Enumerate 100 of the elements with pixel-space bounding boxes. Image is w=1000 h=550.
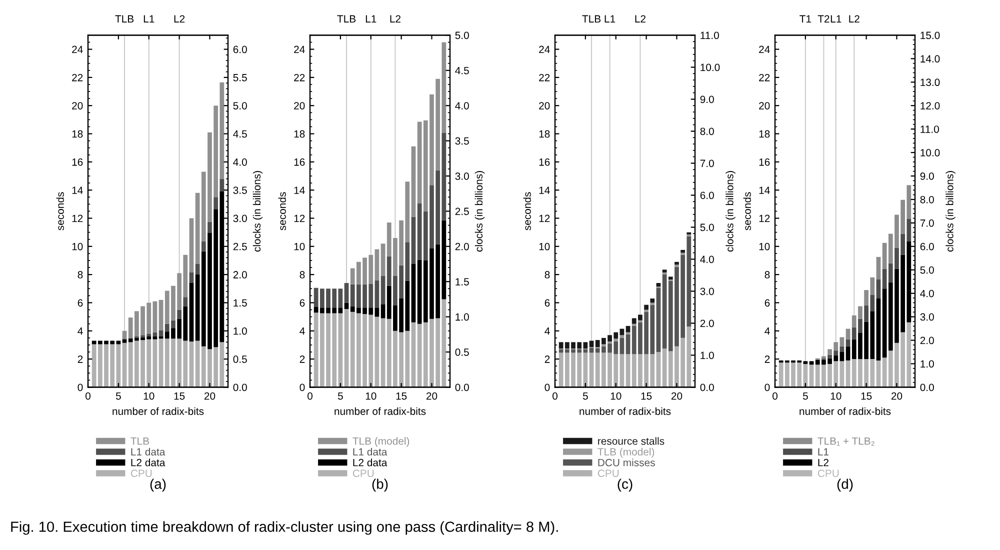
x-tick-label: 10 xyxy=(830,392,842,400)
bar xyxy=(840,352,844,362)
y2-tick-label: 4.0 xyxy=(700,256,714,264)
y2-tick-label: 8.0 xyxy=(920,196,934,204)
y2-tick-label: 0.0 xyxy=(920,384,934,392)
bar xyxy=(344,283,349,303)
y2-axis-title: clocks (in billions) xyxy=(946,171,956,252)
ref-line-label: L2 xyxy=(174,15,185,22)
y2-tick-label: 1.0 xyxy=(920,360,934,368)
x-tick-label: 0 xyxy=(552,392,558,400)
x-tick-label: 15 xyxy=(641,392,652,400)
y-tick-label: 14 xyxy=(539,186,550,194)
y2-tick-label: 4.5 xyxy=(455,67,469,74)
bar xyxy=(189,341,194,388)
y-tick-label: 6 xyxy=(78,299,83,307)
bar xyxy=(846,346,850,360)
legend-label: CPU xyxy=(598,470,619,478)
bar xyxy=(608,341,612,344)
y-tick-label: 12 xyxy=(759,214,770,222)
caption: Fig. 10. Execution time breakdown of radix-cluster using one pass (Cardinality= 8 M). xyxy=(11,521,558,535)
bar xyxy=(411,264,416,322)
x-tick-label: 5 xyxy=(338,392,343,400)
y2-tick-label: 5.0 xyxy=(700,224,714,232)
y-tick-label: 2 xyxy=(764,356,770,363)
y2-tick-label: 1.0 xyxy=(456,313,469,321)
y2-tick-label: 4.0 xyxy=(920,290,934,298)
bar xyxy=(195,264,200,275)
y-tick-label: 2 xyxy=(300,356,305,363)
y2-tick-label: 8.0 xyxy=(700,128,714,136)
y-tick-label: 6 xyxy=(300,299,305,307)
y2-tick-label: 1.0 xyxy=(234,327,247,335)
y-tick-label: 0 xyxy=(764,384,770,392)
ref-line-label: TLB xyxy=(582,15,601,22)
bar xyxy=(152,301,158,332)
y-tick-label: 16 xyxy=(294,158,305,166)
legend-label: DCU misses xyxy=(598,458,655,466)
bar xyxy=(214,197,218,210)
y2-axis-title: clocks (in billions) xyxy=(474,171,485,252)
y2-tick-label: 5.0 xyxy=(233,102,247,110)
bar xyxy=(344,302,349,310)
y2-tick-label: 11.0 xyxy=(920,126,939,133)
y-tick-label: 22 xyxy=(294,74,305,82)
y-axis-title: seconds xyxy=(278,192,286,230)
bar xyxy=(380,318,386,388)
y-tick-label: 12 xyxy=(539,214,550,222)
bar xyxy=(626,326,630,332)
bar xyxy=(152,339,158,388)
y2-tick-label: 11.0 xyxy=(700,32,719,40)
y-tick-label: 0 xyxy=(300,384,305,392)
bar xyxy=(620,338,624,354)
legend-label: CPU xyxy=(818,470,839,478)
x-axis-title: number of radix-bits xyxy=(580,407,671,415)
x-tick-label: 20 xyxy=(204,392,216,400)
y-tick-label: 22 xyxy=(759,74,770,82)
y-tick-label: 18 xyxy=(759,130,770,138)
bar xyxy=(208,222,212,234)
y2-tick-label: 7.0 xyxy=(700,160,714,168)
bar xyxy=(201,241,206,252)
bar xyxy=(846,328,850,340)
y2-tick-label: 3.5 xyxy=(233,186,247,194)
y-tick-label: 0 xyxy=(78,384,83,392)
bar xyxy=(152,336,158,340)
bar xyxy=(662,272,667,275)
bar xyxy=(626,354,630,388)
y-tick-label: 6 xyxy=(764,299,770,307)
x-tick-label: 10 xyxy=(610,392,622,400)
bar xyxy=(374,316,380,388)
y-tick-label: 20 xyxy=(72,102,83,110)
y-tick-label: 4 xyxy=(78,327,83,335)
bar xyxy=(846,339,850,346)
y2-tick-label: 2.0 xyxy=(700,320,714,328)
y-tick-label: 22 xyxy=(72,74,83,82)
y2-tick-label: 0.5 xyxy=(233,356,247,363)
y-tick-label: 16 xyxy=(72,158,83,166)
y2-tick-label: 6.0 xyxy=(920,242,934,250)
legend-label: TLB (model) xyxy=(352,437,410,447)
x-tick-label: 5 xyxy=(582,392,588,400)
legend-label: TLB₁ + TLB₂ xyxy=(818,438,874,446)
bar xyxy=(374,308,380,317)
bar xyxy=(158,330,164,337)
legend-label: resource stalls xyxy=(598,437,664,445)
y2-tick-label: 10.0 xyxy=(700,64,720,72)
ref-line-label: T1 xyxy=(800,15,812,22)
y2-tick-label: 9.0 xyxy=(700,96,714,104)
ref-line-label: L2 xyxy=(849,15,860,22)
legend-label: L1 data xyxy=(131,448,166,456)
x-axis-title: number of radix-bits xyxy=(334,407,426,415)
y2-tick-label: 9.0 xyxy=(920,172,934,180)
y-tick-label: 8 xyxy=(764,271,770,278)
bar xyxy=(662,270,667,272)
y-tick-label: 12 xyxy=(294,214,305,222)
bar xyxy=(380,304,386,318)
y2-tick-label: 13.0 xyxy=(920,78,940,86)
y2-tick-label: 2.5 xyxy=(233,242,247,250)
bar xyxy=(411,322,416,388)
y2-tick-label: 2.0 xyxy=(233,271,247,278)
y-axis-title: seconds xyxy=(743,192,751,230)
y-tick-label: 20 xyxy=(759,102,770,110)
ref-line-label: L1 xyxy=(366,15,376,22)
bar xyxy=(344,309,349,388)
